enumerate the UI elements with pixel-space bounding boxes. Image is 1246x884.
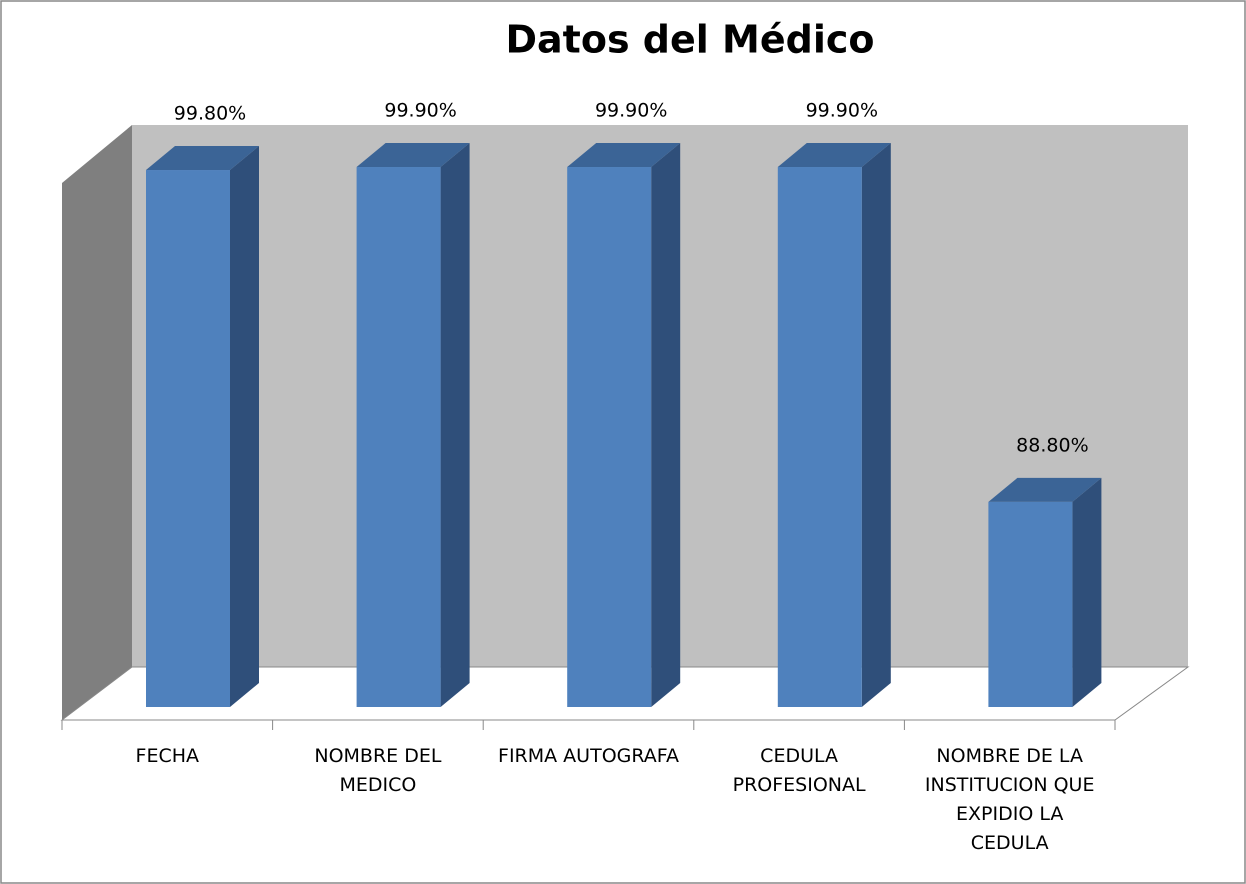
bar-side (440, 143, 470, 707)
bar (988, 501, 1073, 707)
data-label: 99.90% (384, 100, 456, 122)
x-tick-label: NOMBRE DEL MEDICO (314, 745, 442, 796)
bar-side (861, 143, 891, 707)
bar (777, 167, 862, 707)
data-label: 99.90% (806, 100, 878, 122)
bar-top (356, 143, 470, 168)
x-tick-label: NOMBRE DE LA INSTITUCION QUE EXPIDIO LA … (924, 745, 1095, 854)
data-label: 88.80% (1016, 434, 1088, 456)
bar (146, 170, 230, 708)
bar-side (230, 146, 259, 708)
chart-title: Datos del Médico (506, 18, 875, 62)
x-tick-label: FECHA (135, 745, 200, 767)
x-tick-label: FIRMA AUTOGRAFA (498, 745, 679, 767)
bar-side (1072, 477, 1102, 707)
bar-side (651, 143, 681, 707)
x-tick-label: CEDULA PROFESIONAL (732, 745, 866, 796)
data-label: 99.80% (174, 103, 246, 125)
bar (356, 167, 441, 707)
bar (567, 167, 652, 707)
bar-top (988, 477, 1102, 502)
bar-top (146, 146, 259, 171)
bar-top (777, 143, 891, 168)
side-wall (62, 125, 132, 720)
bar-top (567, 143, 681, 168)
data-label: 99.90% (595, 100, 667, 122)
